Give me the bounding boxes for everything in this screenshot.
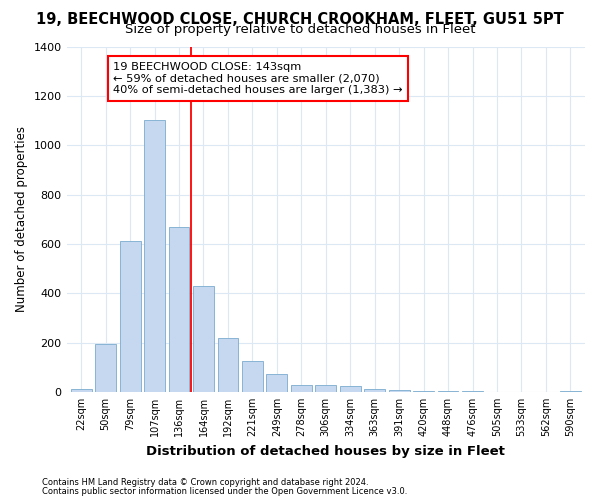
Bar	[389, 390, 410, 392]
Bar	[291, 385, 312, 392]
Bar	[169, 227, 190, 392]
Bar	[437, 391, 458, 392]
Bar	[364, 388, 385, 392]
Bar	[144, 120, 165, 392]
Bar	[266, 374, 287, 392]
Text: Contains HM Land Registry data © Crown copyright and database right 2024.: Contains HM Land Registry data © Crown c…	[42, 478, 368, 487]
Bar	[242, 360, 263, 392]
Bar	[71, 389, 92, 392]
Bar	[95, 344, 116, 392]
Text: Contains public sector information licensed under the Open Government Licence v3: Contains public sector information licen…	[42, 486, 407, 496]
Bar	[193, 286, 214, 392]
Text: Size of property relative to detached houses in Fleet: Size of property relative to detached ho…	[125, 22, 475, 36]
Bar	[413, 390, 434, 392]
Bar	[340, 386, 361, 392]
Bar	[120, 240, 140, 392]
Bar	[218, 338, 238, 392]
Bar	[316, 386, 336, 392]
Y-axis label: Number of detached properties: Number of detached properties	[15, 126, 28, 312]
Text: 19 BEECHWOOD CLOSE: 143sqm
← 59% of detached houses are smaller (2,070)
40% of s: 19 BEECHWOOD CLOSE: 143sqm ← 59% of deta…	[113, 62, 403, 95]
X-axis label: Distribution of detached houses by size in Fleet: Distribution of detached houses by size …	[146, 444, 505, 458]
Text: 19, BEECHWOOD CLOSE, CHURCH CROOKHAM, FLEET, GU51 5PT: 19, BEECHWOOD CLOSE, CHURCH CROOKHAM, FL…	[36, 12, 564, 28]
